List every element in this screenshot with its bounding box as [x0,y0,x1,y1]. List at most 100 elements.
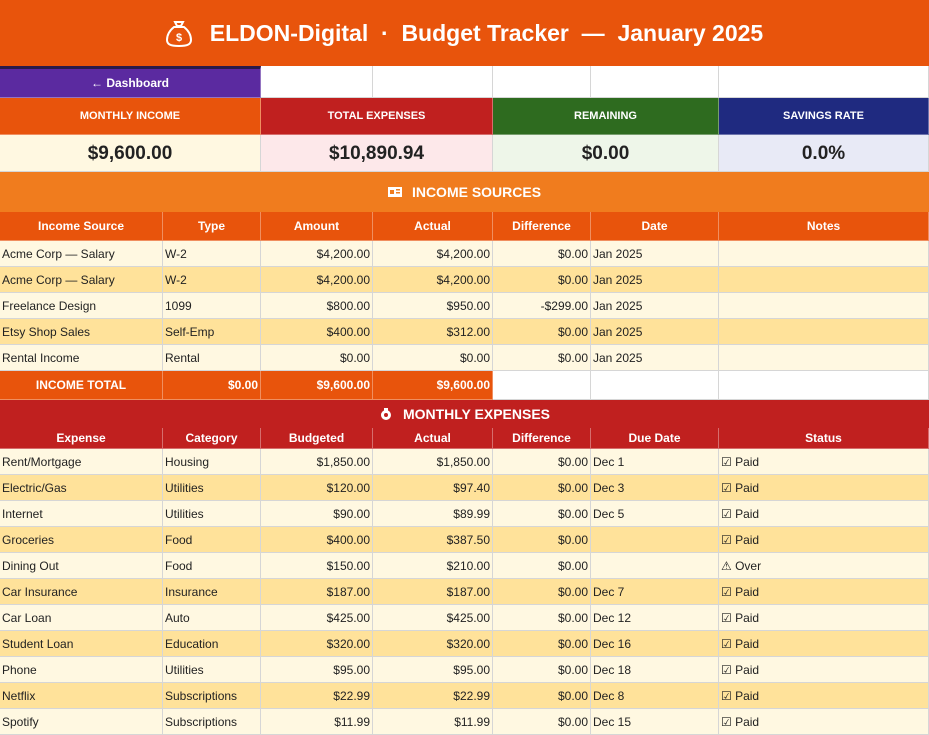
column-header: Actual [373,428,493,449]
data-cell: Dining Out [0,553,163,579]
data-cell: Self-Emp [163,319,261,345]
section-title: MONTHLY EXPENSES [402,406,551,422]
data-cell: Dec 18 [591,657,719,683]
data-cell: Rental [163,345,261,371]
data-cell: $0.00 [493,579,591,605]
column-header: Difference [493,212,591,241]
data-cell: $95.00 [373,657,493,683]
data-cell: ☑ Paid [719,449,929,475]
data-cell: ☑ Paid [719,501,929,527]
data-cell: 1099 [163,293,261,319]
data-cell: $0.00 [493,605,591,631]
data-cell: Phone [0,657,163,683]
data-cell: Jan 2025 [591,241,719,267]
data-cell: Utilities [163,657,261,683]
data-cell: W-2 [163,241,261,267]
empty-cell [591,371,719,400]
data-cell [591,553,719,579]
data-cell: Subscriptions [163,709,261,735]
data-cell: $150.00 [261,553,373,579]
data-cell: $950.00 [373,293,493,319]
data-cell: $0.00 [493,501,591,527]
data-cell: $120.00 [261,475,373,501]
total-cell: $0.00 [163,371,261,400]
data-cell: $187.00 [373,579,493,605]
column-header: Notes [719,212,929,241]
data-cell: $0.00 [493,553,591,579]
data-cell: Netflix [0,683,163,709]
data-cell: Car Loan [0,605,163,631]
data-cell: ☑ Paid [719,475,929,501]
kpi-value: $10,890.94 [261,135,493,172]
data-cell: $4,200.00 [261,241,373,267]
data-cell: Jan 2025 [591,267,719,293]
data-cell: ☑ Paid [719,709,929,735]
data-cell: Utilities [163,501,261,527]
empty-cell [493,66,591,98]
data-cell: Rental Income [0,345,163,371]
data-cell: $425.00 [373,605,493,631]
column-header: Due Date [591,428,719,449]
data-cell: $0.00 [493,527,591,553]
data-cell: Subscriptions [163,683,261,709]
empty-cell [591,66,719,98]
data-cell: $0.00 [493,475,591,501]
empty-cell [719,371,929,400]
data-cell: $4,200.00 [373,241,493,267]
data-cell: $0.00 [493,345,591,371]
data-cell: $4,200.00 [261,267,373,293]
data-cell: $11.99 [373,709,493,735]
data-cell: Electric/Gas [0,475,163,501]
data-cell: $97.40 [373,475,493,501]
data-cell: $0.00 [493,709,591,735]
data-cell: $800.00 [261,293,373,319]
data-cell: ☑ Paid [719,527,929,553]
data-cell: $0.00 [261,345,373,371]
data-cell: Groceries [0,527,163,553]
data-cell: $210.00 [373,553,493,579]
data-cell: Dec 15 [591,709,719,735]
data-cell: Food [163,527,261,553]
data-cell: $320.00 [373,631,493,657]
data-cell [719,319,929,345]
data-cell: ☑ Paid [719,657,929,683]
total-cell: INCOME TOTAL [0,371,163,400]
data-cell: $0.00 [493,267,591,293]
kpi-label: MONTHLY INCOME [0,98,261,135]
title-bar: $ ELDON-Digital · Budget Tracker — Janua… [0,0,929,66]
data-cell: Internet [0,501,163,527]
column-header: Budgeted [261,428,373,449]
section-icon [387,187,402,197]
data-cell: Acme Corp — Salary [0,267,163,293]
data-cell [719,267,929,293]
data-cell: Jan 2025 [591,293,719,319]
section-icon [380,408,391,420]
data-cell: $425.00 [261,605,373,631]
data-cell: Insurance [163,579,261,605]
data-cell: ☑ Paid [719,683,929,709]
data-cell: Jan 2025 [591,345,719,371]
column-header: Difference [493,428,591,449]
kpi-label: TOTAL EXPENSES [261,98,493,135]
total-cell: $9,600.00 [261,371,373,400]
total-cell: $9,600.00 [373,371,493,400]
data-cell: $4,200.00 [373,267,493,293]
data-cell: $0.00 [493,241,591,267]
data-cell: Jan 2025 [591,319,719,345]
data-cell: ☑ Paid [719,579,929,605]
column-header: Income Source [0,212,163,241]
data-cell: $320.00 [261,631,373,657]
empty-cell [261,66,373,98]
data-cell: $0.00 [493,449,591,475]
data-cell: Acme Corp — Salary [0,241,163,267]
data-cell [719,293,929,319]
data-cell: $400.00 [261,319,373,345]
dashboard-button[interactable]: ← Dashboard [0,66,261,98]
data-cell: $22.99 [373,683,493,709]
kpi-label: SAVINGS RATE [719,98,929,135]
data-cell: $89.99 [373,501,493,527]
data-cell: Spotify [0,709,163,735]
data-cell: $0.00 [493,631,591,657]
data-cell [719,345,929,371]
